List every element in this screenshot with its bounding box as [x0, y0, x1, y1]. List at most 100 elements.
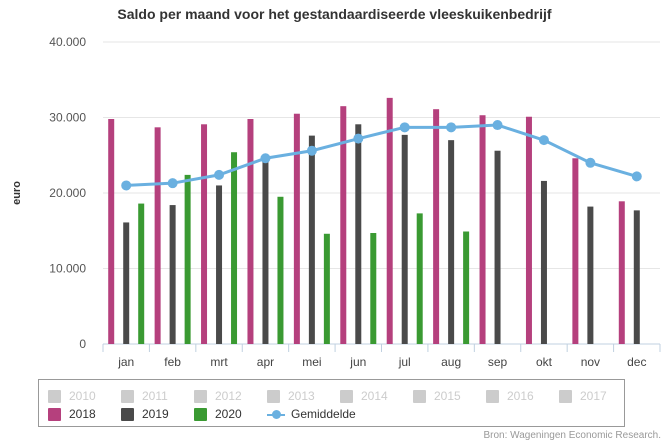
- average-line: [121, 120, 642, 191]
- bar-2018-dec: [618, 201, 625, 344]
- bar-2018-jun: [340, 106, 347, 344]
- legend-item-2011[interactable]: 2011: [121, 387, 168, 405]
- legend-label: 2019: [142, 407, 169, 421]
- legend-label: 2011: [142, 389, 168, 403]
- point-gemiddelde-mei: [306, 145, 317, 156]
- bar-2019-sep: [494, 150, 501, 344]
- bar-2019-okt: [540, 180, 547, 344]
- point-gemiddelde-apr: [260, 153, 271, 164]
- bar-2018-jul: [386, 97, 393, 345]
- bar-2018-apr: [247, 119, 254, 344]
- bar-2019-nov: [587, 206, 594, 344]
- bar-2019-feb: [169, 205, 176, 344]
- line-gemiddelde: [126, 123, 638, 187]
- bar-2020-aug: [463, 231, 470, 344]
- x-tick-label: nov: [581, 355, 600, 369]
- bar-2020-mrt: [231, 152, 238, 344]
- legend-item-2020[interactable]: 2020: [194, 405, 242, 423]
- legend-label: Gemiddelde: [291, 407, 356, 421]
- bar-2020-apr: [277, 196, 284, 344]
- x-tick-label: dec: [627, 355, 646, 369]
- x-tick-label: feb: [164, 355, 181, 369]
- x-tick-label: jul: [398, 355, 411, 369]
- x-tick-label: okt: [536, 355, 553, 369]
- legend-label: 2020: [215, 407, 242, 421]
- point-gemiddelde-sep: [492, 120, 503, 131]
- bar-2019-mrt: [216, 185, 223, 344]
- y-tick-label: 0: [79, 337, 86, 351]
- x-tick-label: apr: [257, 355, 274, 369]
- legend-item-2017[interactable]: 2017: [559, 387, 607, 405]
- legend-item-2018[interactable]: 2018: [48, 405, 96, 423]
- bar-2020-jun: [370, 233, 377, 344]
- point-gemiddelde-nov: [585, 157, 596, 168]
- bar-2018-aug: [433, 109, 440, 344]
- legend-label: 2012: [215, 389, 242, 403]
- x-tick-label: mei: [302, 355, 321, 369]
- legend-label: 2018: [69, 407, 96, 421]
- bar-2019-apr: [262, 162, 269, 344]
- point-gemiddelde-feb: [167, 178, 178, 189]
- legend-label: 2016: [507, 389, 534, 403]
- legend-label: 2015: [434, 389, 461, 403]
- bar-2020-jul: [416, 213, 423, 344]
- legend-swatch: [267, 389, 280, 403]
- bar-2018-feb: [154, 127, 161, 344]
- point-gemiddelde-jul: [399, 122, 410, 133]
- legend-label: 2010: [69, 389, 96, 403]
- bar-series: [108, 97, 640, 345]
- legend-item-2019[interactable]: 2019: [121, 405, 169, 423]
- bar-2019-dec: [633, 210, 640, 344]
- legend-item-2012[interactable]: 2012: [194, 387, 242, 405]
- bar-2019-aug: [448, 140, 455, 344]
- bar-2020-mei: [323, 233, 330, 344]
- bar-2018-sep: [479, 115, 486, 344]
- y-tick-label: 30.000: [49, 111, 86, 125]
- legend-item-2010[interactable]: 2010: [48, 387, 96, 405]
- y-tick-label: 40.000: [49, 35, 86, 49]
- bar-2018-nov: [572, 158, 579, 344]
- bar-2018-mei: [293, 113, 300, 344]
- legend-swatch: [48, 407, 61, 421]
- legend-swatch: [559, 389, 572, 403]
- bar-2019-jan: [123, 222, 130, 344]
- x-tick-label: jan: [117, 355, 134, 369]
- x-axis-ticks: jan feb mrt apr mei jun jul aug sep okt nov dec: [102, 344, 661, 369]
- legend-swatch: [267, 408, 285, 421]
- point-gemiddelde-jan: [121, 180, 132, 191]
- legend-item-2016[interactable]: 2016: [486, 387, 534, 405]
- point-gemiddelde-mrt: [214, 169, 225, 180]
- bar-2018-mrt: [201, 124, 208, 344]
- bar-2020-feb: [184, 174, 191, 344]
- x-tick-label: sep: [488, 355, 508, 369]
- y-tick-label: 20.000: [49, 186, 86, 200]
- legend-label: 2017: [580, 389, 607, 403]
- x-tick-label: aug: [441, 355, 461, 369]
- chart-plot: 0 10.000 20.000 30.000 40.000 jan feb mrt apr me…: [11, 35, 661, 369]
- source-note: Bron: Wageningen Economic Research.: [483, 430, 662, 441]
- x-tick-label: jun: [349, 355, 366, 369]
- point-gemiddelde-okt: [538, 135, 549, 146]
- point-gemiddelde-aug: [446, 122, 457, 133]
- bar-2020-jan: [138, 203, 145, 344]
- bar-2019-jul: [401, 134, 408, 344]
- legend-item-2014[interactable]: 2014: [340, 387, 388, 405]
- legend-swatch: [48, 389, 61, 403]
- legend-swatch: [340, 389, 353, 403]
- legend-label: 2014: [361, 389, 388, 403]
- bar-2019-mei: [308, 135, 315, 344]
- legend-item-2015[interactable]: 2015: [413, 387, 461, 405]
- y-tick-label: 10.000: [49, 262, 86, 276]
- point-gemiddelde-jun: [353, 133, 364, 144]
- bar-2018-jan: [108, 119, 115, 344]
- x-tick-label: mrt: [210, 355, 228, 369]
- legend-label: 2013: [288, 389, 315, 403]
- legend-swatch: [413, 389, 426, 403]
- legend-swatch: [121, 407, 134, 421]
- legend-item-gemiddelde[interactable]: Gemiddelde: [267, 405, 356, 423]
- bar-2018-okt: [525, 116, 532, 345]
- chart-title: Saldo per maand voor het gestandaardisee…: [117, 6, 552, 22]
- bar-2019-jun: [355, 124, 362, 344]
- legend-swatch: [194, 407, 207, 421]
- legend-item-2013[interactable]: 2013: [267, 387, 315, 405]
